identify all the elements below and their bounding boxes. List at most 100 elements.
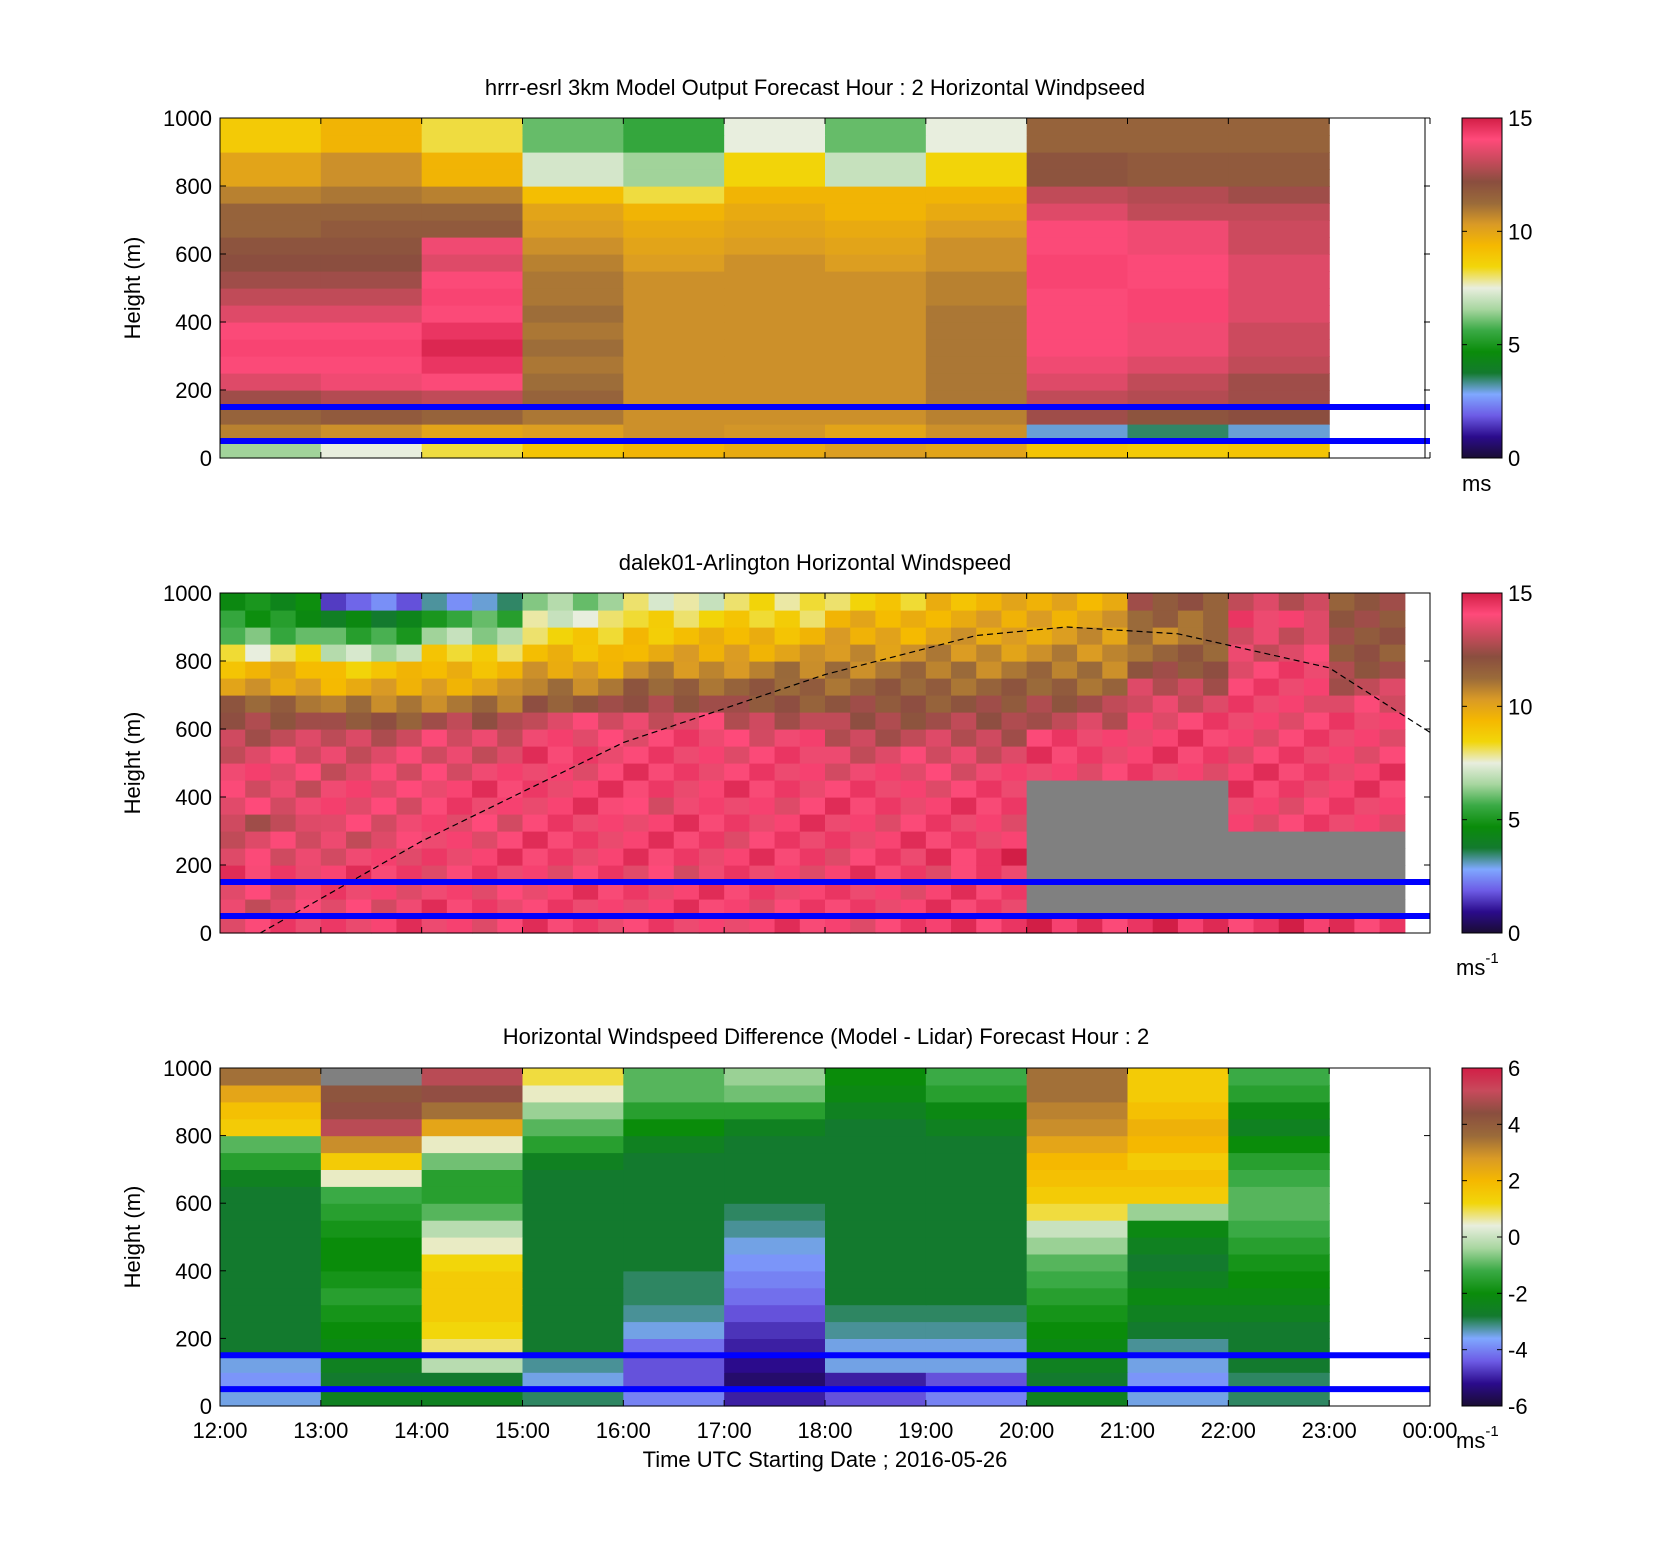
heatmap-cell (295, 678, 322, 696)
heatmap-cell (1354, 831, 1381, 849)
heatmap-cell (220, 1101, 322, 1120)
heatmap-cell (1177, 678, 1204, 696)
heatmap-cell (825, 271, 927, 289)
heatmap-cell (925, 288, 1028, 306)
heatmap-cell (673, 865, 700, 883)
heatmap-cell (220, 1253, 322, 1272)
heatmap-cell (1026, 831, 1053, 849)
heatmap-cell (623, 1237, 725, 1255)
heatmap-cell (1278, 797, 1305, 815)
heatmap-cell (1001, 661, 1028, 679)
heatmap-cell (522, 1237, 624, 1255)
heatmap-cell (1228, 1152, 1330, 1170)
heatmap-cell (1228, 373, 1330, 391)
heatmap-cell (724, 169, 826, 187)
heatmap-cell (497, 644, 524, 662)
heatmap-cell (295, 882, 322, 900)
x-tick-label: 13:00 (293, 1418, 348, 1443)
heatmap-cell (724, 1203, 826, 1221)
heatmap-cell (371, 729, 398, 747)
heatmap-cell (1077, 814, 1103, 832)
heatmap-cell (623, 882, 650, 900)
heatmap-cell (421, 441, 524, 459)
heatmap-cell (623, 1068, 725, 1086)
heatmap-cell (1379, 610, 1406, 628)
heatmap-cell (1177, 712, 1204, 730)
heatmap-cell (1102, 729, 1129, 747)
heatmap-cell (774, 848, 801, 866)
heatmap-cell (497, 678, 524, 696)
heatmap-cell (976, 797, 1003, 815)
heatmap-cell (421, 169, 524, 187)
panel-lidar-colorbar-unit-sup: -1 (1485, 950, 1498, 967)
heatmap-cell (1026, 661, 1053, 679)
heatmap-cell (623, 916, 650, 934)
heatmap-cell (522, 220, 624, 238)
heatmap-cell (1152, 610, 1179, 628)
heatmap-cell (724, 1237, 826, 1255)
heatmap-cell (1354, 814, 1381, 832)
panel-difference: Horizontal Windspeed Difference (Model -… (120, 1024, 1528, 1472)
heatmap-cell (421, 203, 524, 221)
heatmap-cell (421, 254, 524, 272)
heatmap-cell (698, 831, 725, 849)
heatmap-cell (1026, 882, 1053, 900)
heatmap-cell (1354, 882, 1381, 900)
heatmap-cell (1051, 712, 1078, 730)
heatmap-cell (1026, 1270, 1129, 1289)
heatmap-cell (1278, 882, 1305, 900)
heatmap-cell (825, 1389, 927, 1407)
heatmap-cell (799, 661, 826, 679)
heatmap-cell (1026, 1372, 1129, 1390)
heatmap-cell (1303, 916, 1330, 934)
heatmap-cell (472, 729, 498, 747)
heatmap-cell (396, 848, 423, 866)
heatmap-cell (371, 814, 398, 832)
heatmap-cell (421, 627, 448, 645)
heatmap-cell (1026, 1321, 1129, 1339)
x-tick-label: 15:00 (495, 1418, 550, 1443)
heatmap-cell (825, 186, 927, 204)
heatmap-cell (900, 695, 927, 713)
heatmap-cell (724, 441, 826, 459)
heatmap-cell (1228, 1169, 1330, 1187)
heatmap-cell (1354, 848, 1381, 866)
heatmap-cell (547, 848, 574, 866)
heatmap-cell (724, 1287, 826, 1306)
colorbar-tick-label: 5 (1508, 333, 1520, 358)
heatmap-cell (698, 678, 725, 696)
heatmap-cell (421, 1321, 524, 1339)
heatmap-cell (598, 610, 624, 628)
heatmap-cell (497, 610, 524, 628)
heatmap-cell (925, 1355, 1028, 1373)
heatmap-cell (1329, 780, 1355, 798)
heatmap-cell (1278, 729, 1305, 747)
heatmap-cell (925, 407, 1028, 425)
heatmap-cell (749, 899, 776, 917)
heatmap-cell (598, 695, 624, 713)
heatmap-cell (1026, 169, 1129, 187)
heatmap-cell (648, 865, 675, 883)
heatmap-cell (320, 848, 347, 866)
heatmap-cell (623, 1270, 725, 1289)
heatmap-cell (623, 169, 725, 187)
heatmap-cell (1303, 865, 1330, 883)
heatmap-cell (976, 695, 1003, 713)
heatmap-cell (472, 610, 498, 628)
heatmap-cell (1329, 712, 1355, 730)
heatmap-cell (472, 678, 498, 696)
heatmap-cell (850, 848, 877, 866)
heatmap-cell (850, 678, 877, 696)
heatmap-cell (648, 712, 675, 730)
heatmap-cell (522, 1270, 624, 1289)
heatmap-cell (799, 746, 826, 764)
heatmap-cell (320, 1203, 423, 1221)
heatmap-cell (698, 780, 725, 798)
heatmap-cell (295, 627, 322, 645)
heatmap-cell (320, 271, 423, 289)
heatmap-cell (1001, 780, 1028, 798)
heatmap-cell (1127, 678, 1154, 696)
heatmap-cell (976, 882, 1003, 900)
heatmap-cell (749, 695, 776, 713)
heatmap-cell (522, 814, 549, 832)
